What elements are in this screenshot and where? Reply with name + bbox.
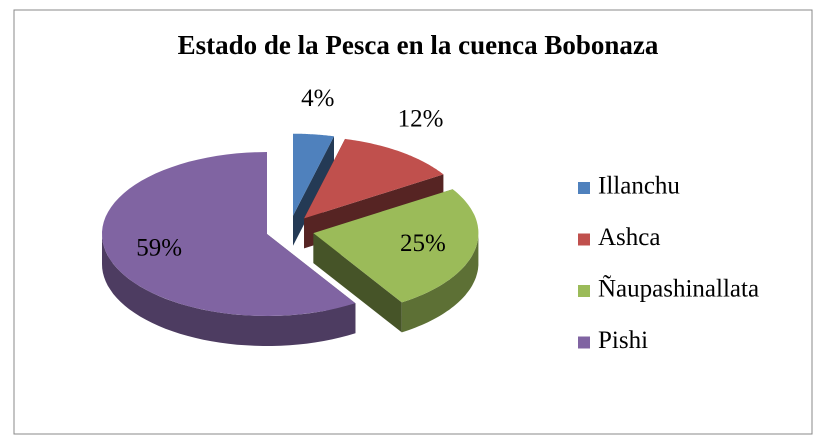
slice-side — [401, 233, 479, 333]
slice — [313, 189, 479, 303]
data-label: 59% — [136, 234, 182, 261]
legend-swatch — [578, 285, 590, 297]
legend-swatch — [578, 233, 590, 246]
slice-side — [293, 136, 334, 246]
legend-label: Illanchu — [598, 173, 680, 200]
data-label: 12% — [398, 105, 444, 132]
legend-swatch — [578, 182, 590, 194]
slice — [304, 138, 444, 219]
legend-label: Pishi — [598, 327, 648, 354]
legend-label: Ashca — [598, 224, 660, 251]
slice-side — [102, 234, 356, 346]
slice-side — [313, 233, 402, 333]
chart-title: Estado de la Pesca en la cuenca Bobonaza — [178, 30, 659, 60]
slice — [102, 152, 356, 316]
legend-swatch — [578, 336, 590, 349]
slice — [293, 133, 334, 216]
legend-label: Ñaupashinallata — [598, 275, 759, 303]
data-label: 25% — [400, 230, 446, 257]
data-label: 4% — [301, 85, 334, 112]
